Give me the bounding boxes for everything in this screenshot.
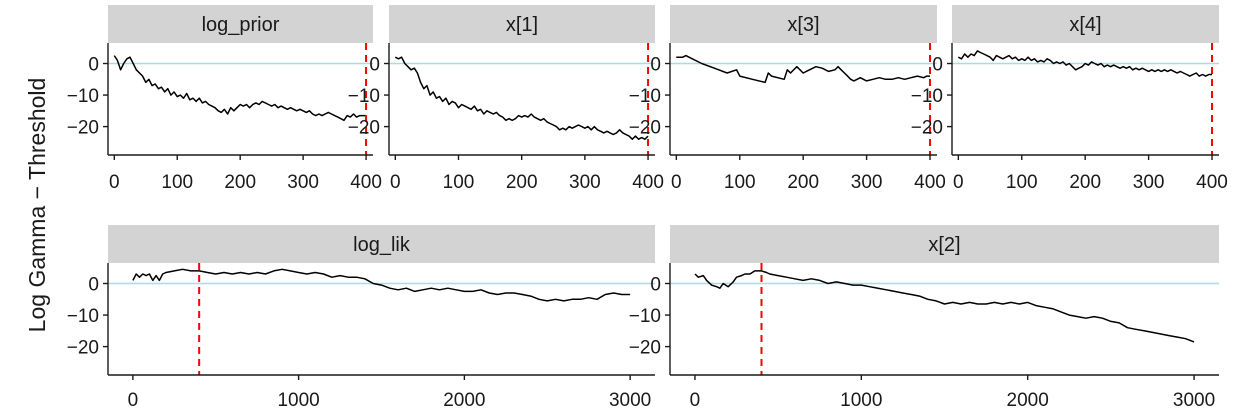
x-tick-label: 100 [161,172,193,193]
x-tick-label: 100 [1006,172,1038,193]
facet-title: x[2] [928,234,960,256]
x-tick-label: 200 [506,172,538,193]
y-tick-label: −20 [67,338,99,359]
facet-panels: log_prior 0 −10 −20 0 100 200 300 400 x[1] 0 −10 −20… [67,5,1228,411]
y-tick-label: −10 [67,306,99,327]
x-tick-label: 100 [443,172,475,193]
facet-0-1: x[1] 0 −10 −20 0 100 200 300 400 [348,5,664,193]
y-tick-label: −10 [348,86,380,107]
y-axis-title: Log Gamma − Threshold [24,78,50,333]
y-tick-label: −10 [911,86,943,107]
y-tick-label: −10 [629,86,661,107]
x-tick-label: 1000 [840,390,882,411]
x-tick-label: 1000 [277,390,319,411]
x-tick-label: 200 [1069,172,1101,193]
series-line [132,268,631,302]
facet-1-1: x[2] 0 −10 −20 0 1000 2000 3000 [629,225,1219,411]
facet-title: x[4] [1069,14,1101,36]
x-tick-label: 2000 [1007,390,1049,411]
facet-0-3: x[4] 0 −10 −20 0 100 200 300 400 [911,5,1228,193]
x-tick-label: 300 [851,172,883,193]
facet-title: log_prior [202,14,280,36]
series-line [694,270,1195,343]
x-tick-label: 3000 [609,390,651,411]
y-tick-label: 0 [932,55,943,76]
y-tick-label: −20 [348,118,380,139]
y-tick-label: −20 [67,118,99,139]
x-tick-label: 200 [787,172,819,193]
x-tick-label: 300 [1133,172,1165,193]
facet-strip [389,5,655,43]
x-tick-label: 3000 [1173,390,1215,411]
y-tick-label: −10 [67,86,99,107]
x-tick-label: 2000 [443,390,485,411]
y-tick-label: 0 [88,55,99,76]
x-tick-label: 300 [287,172,319,193]
y-tick-label: −20 [911,118,943,139]
x-tick-label: 400 [914,172,946,193]
facet-1-0: log_lik 0 −10 −20 0 1000 2000 3000 [67,225,655,411]
y-tick-label: 0 [650,55,661,76]
facet-title: x[1] [506,14,538,36]
x-tick-label: 400 [350,172,382,193]
y-tick-label: −10 [629,306,661,327]
facet-strip [108,225,655,263]
facet-strip [108,5,373,43]
x-tick-label: 200 [224,172,256,193]
x-tick-label: 300 [569,172,601,193]
y-tick-label: −20 [629,338,661,359]
x-tick-label: 0 [109,172,120,193]
facet-strip [670,5,937,43]
facet-strip [670,225,1219,263]
series-line [113,55,367,122]
x-tick-label: 400 [632,172,664,193]
series-line [394,56,649,140]
y-tick-label: 0 [369,55,380,76]
facet-title: x[3] [787,14,819,36]
y-tick-label: 0 [650,275,661,296]
x-tick-label: 0 [690,390,701,411]
x-tick-label: 0 [953,172,964,193]
x-tick-label: 400 [1196,172,1228,193]
x-tick-label: 0 [390,172,401,193]
series-line [957,50,1212,77]
facet-strip [952,5,1219,43]
facet-0-0: log_prior 0 −10 −20 0 100 200 300 400 [67,5,382,193]
y-tick-label: −20 [629,118,661,139]
x-tick-label: 0 [671,172,682,193]
facet-title: log_lik [353,234,411,256]
series-line [676,54,930,84]
y-tick-label: 0 [88,275,99,296]
x-tick-label: 100 [724,172,756,193]
x-tick-label: 0 [128,390,139,411]
facet-0-2: x[3] 0 −10 −20 0 100 200 300 400 [629,5,946,193]
